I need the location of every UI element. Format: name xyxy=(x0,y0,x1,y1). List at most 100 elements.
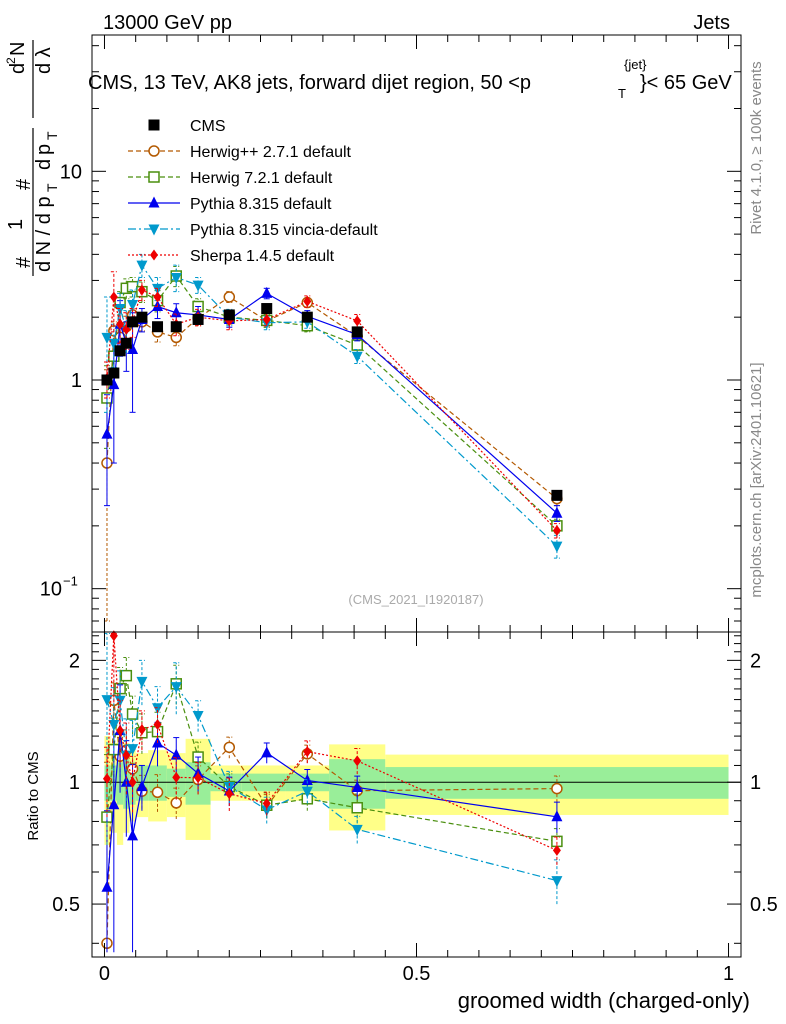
legend-pythia-8-315-default-marker xyxy=(148,196,160,208)
pythia-8-315-vincia-default-ratio-point xyxy=(127,744,139,756)
cms-data-point xyxy=(261,303,273,315)
sherpa-1-4-5-default-ratio-point xyxy=(194,772,203,784)
cms-data-point xyxy=(551,489,563,501)
sherpa-1-4-5-default-point xyxy=(137,284,146,296)
sherpa-1-4-5-default-ratio-point xyxy=(109,630,118,642)
main-series-layer xyxy=(101,253,563,622)
ratio-series-layer xyxy=(101,630,563,953)
pythia-8-315-default-ratio-point xyxy=(127,829,139,841)
herwig-7-2-1-default-ratio-point xyxy=(351,802,363,814)
y-title-d1: d xyxy=(33,159,55,170)
pythia-8-315-default-point xyxy=(551,506,563,518)
ratio-y-tick-label-left: 1 xyxy=(69,772,80,794)
x-tick-label: 0 xyxy=(99,963,110,985)
pythia-8-315-default-ratio-point xyxy=(170,748,182,760)
herwig-2-7-1-default-ratio-point xyxy=(223,741,236,754)
cms-data-point xyxy=(114,345,126,357)
sherpa-1-4-5-default-point xyxy=(116,318,125,330)
pythia-8-315-vincia-default-ratio-point xyxy=(551,876,563,888)
legend-sherpa-1-4-5-default-label: Sherpa 1.4.5 default xyxy=(190,248,335,265)
sherpa-1-4-5-default-ratio-point xyxy=(116,725,125,737)
sherpa-1-4-5-default-point xyxy=(303,295,312,307)
ratio-y-tick-label-left: 0.5 xyxy=(52,894,80,916)
pythia-8-315-vincia-default-ratio-point xyxy=(136,676,148,688)
y-title-hash2: # xyxy=(13,178,35,190)
main-y-axis-title: # 1 d N / d p T # d p T d 2 N d λ xyxy=(4,40,60,276)
pythia-8-315-default-ratio-point xyxy=(108,798,120,810)
plot-title-end: }< 65 GeV xyxy=(640,72,732,94)
pythia-8-315-default-ratio-point xyxy=(120,775,132,787)
pythia-8-315-vincia-default-ratio-point xyxy=(108,719,120,731)
x-axis-title: groomed width (charged-only) xyxy=(458,988,750,1013)
pythia-8-315-default-ratio-line xyxy=(106,730,557,888)
legend-herwig-2-7-1-default-marker xyxy=(148,145,160,157)
y-title-d2: d xyxy=(7,63,29,74)
plot-title-sup: {jet} xyxy=(624,57,647,72)
pythia-8-315-vincia-default-line xyxy=(106,263,558,547)
main-y-tick-label: 10 xyxy=(60,161,82,183)
cms-data-point xyxy=(351,326,363,338)
sherpa-1-4-5-default-ratio-point xyxy=(172,771,181,783)
pythia-8-315-vincia-default-point xyxy=(101,332,113,344)
sherpa-1-4-5-default-point xyxy=(353,315,362,327)
pythia-8-315-default-ratio-point xyxy=(136,780,148,792)
sherpa-1-4-5-default-point xyxy=(109,291,118,303)
cms-data-point xyxy=(152,321,164,333)
sherpa-1-4-5-default-ratio-point xyxy=(552,844,561,856)
pythia-8-315-vincia-default-ratio-point xyxy=(261,805,273,817)
pythia-8-315-vincia-default-ratio-point xyxy=(351,824,363,836)
x-tick-label: 0.5 xyxy=(403,963,431,985)
sherpa-1-4-5-default-point xyxy=(153,291,162,303)
legend-herwig-7-2-1-default-label: Herwig 7.2.1 default xyxy=(190,170,333,187)
herwig-7-2-1-default-ratio-point xyxy=(126,708,139,720)
y-title-two: 2 xyxy=(4,57,18,64)
sherpa-1-4-5-default-ratio-point xyxy=(102,773,111,785)
sherpa-1-4-5-default-ratio-point xyxy=(128,776,137,788)
pythia-8-315-vincia-default-ratio-point xyxy=(170,682,182,694)
plot-title-sub: T xyxy=(618,86,626,101)
analysis-watermark: (CMS_2021_I1920187) xyxy=(348,592,483,607)
sherpa-1-4-5-default-ratio-line xyxy=(106,634,558,851)
herwig-2-7-1-default-ratio-point xyxy=(151,786,164,799)
pythia-8-315-default-ratio-point xyxy=(261,746,273,758)
legend-cms-label: CMS xyxy=(190,118,226,135)
sherpa-1-4-5-default-ratio-point xyxy=(153,718,162,730)
y-title-den-sub: T xyxy=(44,183,60,192)
herwig-2-7-1-default-ratio-point xyxy=(551,782,563,795)
herwig-7-2-1-default-point xyxy=(351,339,363,351)
y-title-p-sub: T xyxy=(44,131,60,140)
sherpa-1-4-5-default-ratio-point xyxy=(122,749,131,761)
pythia-8-315-vincia-default-point xyxy=(136,260,148,272)
pythia-8-315-default-point xyxy=(108,378,120,390)
plot-title: CMS, 13 TeV, AK8 jets, forward dijet reg… xyxy=(88,57,732,101)
ratio-y-tick-label-right: 2 xyxy=(750,650,761,672)
pythia-8-315-vincia-default-ratio-line xyxy=(106,679,558,882)
rivet-version-label: Rivet 4.1.0, ≥ 100k events xyxy=(748,61,765,234)
sherpa-1-4-5-default-ratio-point xyxy=(225,788,234,800)
legend-sherpa-1-4-5-default-marker xyxy=(150,249,158,261)
plot-title-main: CMS, 13 TeV, AK8 jets, forward dijet reg… xyxy=(88,72,531,94)
cms-data-point xyxy=(127,316,139,328)
sherpa-1-4-5-default-ratio-point xyxy=(262,797,271,809)
y-title-den: d N / d p xyxy=(33,196,55,272)
pythia-8-315-vincia-default-point xyxy=(192,280,204,292)
cms-data-point xyxy=(301,311,313,323)
pythia-8-315-vincia-default-point xyxy=(170,272,182,284)
ratio-y-tick-label-right: 0.5 xyxy=(750,894,778,916)
legend-herwig-7-2-1-default-marker xyxy=(148,171,160,183)
energy-label: 13000 GeV pp xyxy=(103,12,232,34)
sherpa-1-4-5-default-point xyxy=(262,313,271,325)
sherpa-1-4-5-default-ratio-point xyxy=(353,755,362,767)
pythia-8-315-vincia-default-ratio-point xyxy=(192,710,204,722)
herwig-7-2-1-default-ratio-point xyxy=(120,669,133,682)
pythia-8-315-vincia-default-point xyxy=(127,300,139,312)
cms-data-point xyxy=(223,309,235,321)
legend-pythia-8-315-vincia-default-marker xyxy=(148,224,160,236)
sherpa-1-4-5-default-ratio-point xyxy=(137,723,146,735)
sherpa-1-4-5-default-point xyxy=(552,525,561,537)
y-title-hash1: # xyxy=(13,256,35,268)
cms-data-point xyxy=(136,311,148,323)
cms-data-point xyxy=(192,313,204,325)
legend: CMS Herwig++ 2.7.1 default Herwig 7.2.1 de… xyxy=(128,118,378,265)
